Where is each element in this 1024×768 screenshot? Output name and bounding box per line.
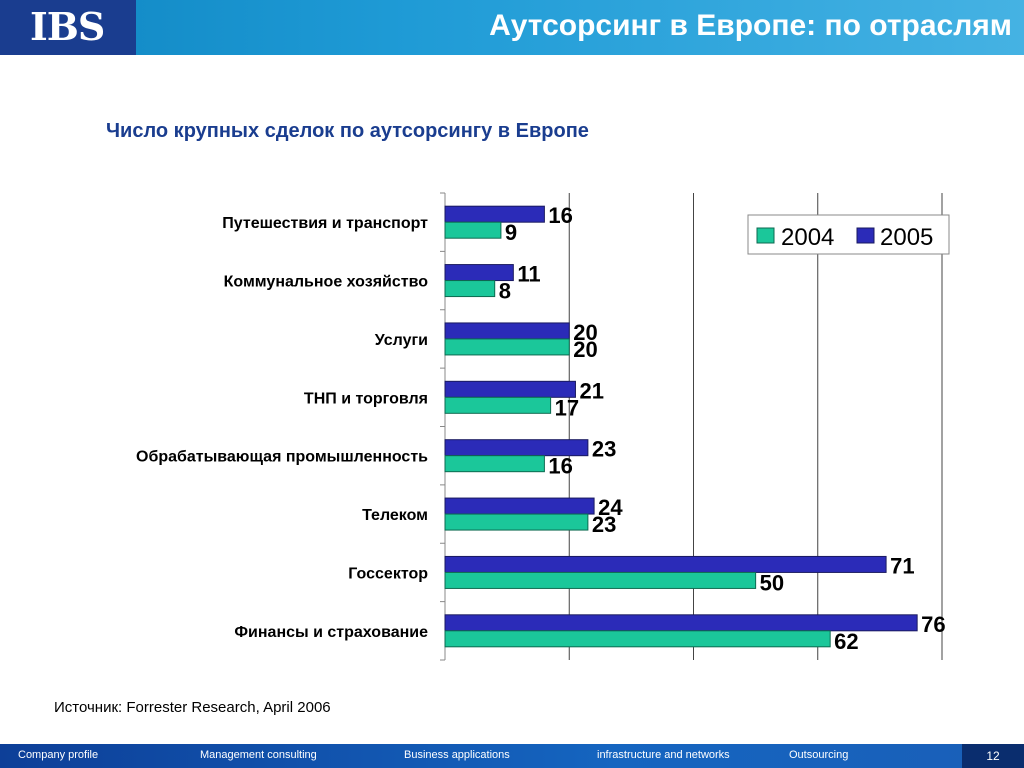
footer-nav: Company profile Management consulting Bu… bbox=[0, 744, 1024, 768]
legend-label-2005: 2005 bbox=[880, 224, 933, 251]
legend-box bbox=[747, 214, 950, 255]
value-label-2005: 71 bbox=[890, 553, 914, 578]
bar-2004 bbox=[444, 338, 570, 356]
bar-2005 bbox=[444, 555, 887, 573]
category-label: Финансы и страхование bbox=[234, 624, 428, 641]
value-label-2005: 24 bbox=[598, 495, 623, 520]
value-label-2004: 17 bbox=[555, 395, 579, 420]
bar-2005 bbox=[444, 322, 570, 340]
bar-2004 bbox=[444, 221, 502, 239]
bar-2004 bbox=[444, 513, 589, 531]
bar-2005 bbox=[444, 205, 545, 223]
bar-2005 bbox=[444, 497, 595, 515]
value-label-2004: 62 bbox=[834, 629, 858, 654]
legend-swatch-2004 bbox=[756, 227, 775, 244]
value-label-2004: 16 bbox=[548, 454, 572, 479]
category-label: Путешествия и транспорт bbox=[222, 215, 428, 232]
bar-2004 bbox=[444, 455, 545, 473]
value-label-2005: 20 bbox=[573, 320, 597, 345]
legend-label-2004: 2004 bbox=[781, 224, 834, 251]
bar-2004 bbox=[444, 630, 831, 648]
value-label-2004: 50 bbox=[760, 570, 784, 595]
source-note: Источник: Forrester Research, April 2006 bbox=[54, 699, 331, 716]
value-label-2005: 21 bbox=[579, 378, 603, 403]
footer-item-infrastructure[interactable]: infrastructure and networks bbox=[597, 749, 730, 761]
category-label: Услуги bbox=[375, 332, 428, 349]
page-number: 12 bbox=[986, 749, 1000, 763]
value-label-2004: 9 bbox=[505, 220, 517, 245]
value-label-2004: 23 bbox=[592, 512, 616, 537]
bar-2004 bbox=[444, 280, 496, 298]
value-label-2004: 20 bbox=[573, 337, 597, 362]
bar-chart: Путешествия и транспорт 16 9 Коммунальное х… bbox=[136, 192, 950, 661]
footer-item-company-profile[interactable]: Company profile bbox=[18, 749, 99, 761]
page-number-box: 12 bbox=[962, 744, 1024, 768]
ibs-logo: IBS bbox=[30, 4, 105, 49]
value-label-2005: 16 bbox=[548, 203, 572, 228]
chart-title: Число крупных сделок по аутсорсингу в Ев… bbox=[106, 120, 589, 142]
category-label: Обрабатывающая промышленность bbox=[136, 449, 428, 466]
logo-box: IBS bbox=[0, 0, 136, 55]
bar-2004 bbox=[444, 396, 552, 414]
page-title: Аутсорсинг в Европе: по отраслям bbox=[489, 9, 1012, 42]
footer-item-management-consulting[interactable]: Management consulting bbox=[200, 749, 317, 761]
value-label-2004: 8 bbox=[499, 279, 511, 304]
footer-item-business-applications[interactable]: Business applications bbox=[404, 749, 510, 761]
category-label: Госсектор bbox=[348, 565, 428, 582]
header-bar: IBS Аутсорсинг в Европе: по отраслям bbox=[0, 0, 1024, 55]
category-label: ТНП и торговля bbox=[304, 390, 428, 407]
legend-swatch-2005 bbox=[856, 227, 875, 244]
value-label-2005: 76 bbox=[921, 612, 945, 637]
value-label-2005: 23 bbox=[592, 437, 616, 462]
category-label: Телеком bbox=[362, 507, 428, 524]
category-label: Коммунальное хозяйство bbox=[224, 274, 429, 291]
footer-item-outsourcing[interactable]: Outsourcing bbox=[789, 749, 849, 761]
bar-2004 bbox=[444, 571, 757, 589]
value-label-2005: 11 bbox=[517, 262, 540, 287]
